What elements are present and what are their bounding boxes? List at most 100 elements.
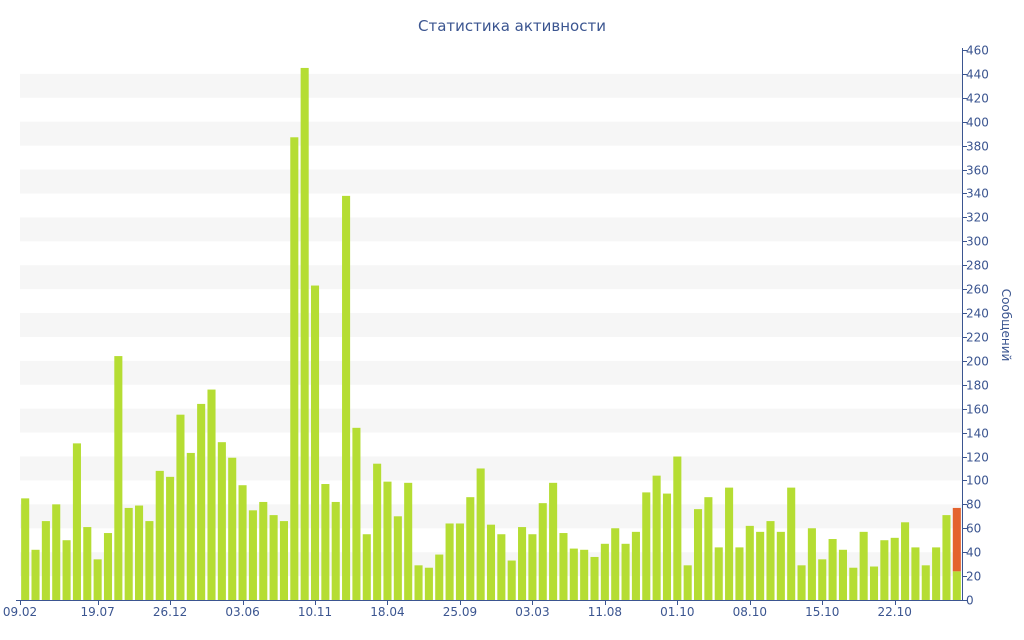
bar bbox=[911, 547, 920, 600]
bar bbox=[838, 549, 847, 600]
y-tick-label: 380 bbox=[966, 140, 989, 154]
bar bbox=[880, 540, 889, 600]
grid-band bbox=[20, 408, 962, 433]
grid-band bbox=[20, 169, 962, 194]
bar bbox=[766, 521, 775, 600]
x-tick-label: 03.03 bbox=[515, 605, 549, 619]
y-tick-label: 320 bbox=[966, 211, 989, 225]
grid-band bbox=[20, 360, 962, 385]
y-tick-label: 300 bbox=[966, 235, 989, 249]
bar bbox=[631, 531, 640, 600]
bar bbox=[435, 554, 444, 600]
y-tick-label: 100 bbox=[966, 474, 989, 488]
y-tick-label: 120 bbox=[966, 451, 989, 465]
bar bbox=[31, 549, 40, 600]
bar bbox=[103, 533, 113, 600]
bar bbox=[518, 527, 527, 600]
bar bbox=[466, 497, 475, 600]
bar bbox=[528, 534, 537, 600]
x-tick-label: 26.12 bbox=[153, 605, 187, 619]
bar bbox=[383, 481, 392, 600]
y-tick-label: 20 bbox=[966, 570, 981, 584]
bar bbox=[373, 463, 382, 600]
bar bbox=[197, 403, 206, 600]
grid-band bbox=[20, 73, 962, 98]
bar bbox=[683, 565, 692, 600]
bar bbox=[890, 537, 899, 600]
x-tick-label: 15.10 bbox=[805, 605, 839, 619]
bar bbox=[725, 487, 734, 600]
bar bbox=[642, 492, 651, 600]
bar bbox=[662, 493, 672, 600]
bar bbox=[41, 521, 50, 600]
bars-group bbox=[21, 67, 961, 601]
bar-highlight bbox=[952, 507, 961, 572]
bar bbox=[952, 571, 961, 600]
y-tick-label: 80 bbox=[966, 498, 981, 512]
bar bbox=[186, 452, 195, 600]
y-tick-label: 340 bbox=[966, 187, 989, 201]
bar bbox=[569, 548, 578, 600]
bar bbox=[590, 556, 599, 600]
bar bbox=[279, 521, 289, 600]
bar bbox=[331, 501, 340, 600]
bar bbox=[455, 523, 464, 600]
bar bbox=[228, 457, 237, 600]
y-tick-label: 260 bbox=[966, 283, 989, 297]
bar bbox=[486, 524, 496, 600]
bar bbox=[321, 484, 330, 600]
x-tick-label: 10.11 bbox=[298, 605, 332, 619]
bar bbox=[932, 547, 941, 600]
bar bbox=[621, 543, 630, 600]
bar bbox=[300, 67, 309, 600]
y-tick-label: 220 bbox=[966, 331, 989, 345]
x-ticks: 09.02 19.07 26.12 03.06 10.11 18.04 25.09 03.03… bbox=[3, 600, 912, 619]
bar bbox=[83, 527, 92, 600]
bar bbox=[135, 505, 144, 600]
y-tick-label: 40 bbox=[966, 546, 981, 560]
bar bbox=[549, 482, 558, 600]
bar bbox=[714, 547, 723, 600]
bar bbox=[787, 487, 796, 600]
x-tick-label: 22.10 bbox=[878, 605, 912, 619]
bar bbox=[797, 565, 806, 600]
bar bbox=[497, 534, 506, 600]
bar bbox=[342, 195, 351, 600]
bar bbox=[828, 539, 837, 600]
bar bbox=[248, 510, 257, 600]
bar bbox=[704, 497, 713, 600]
bar bbox=[942, 515, 951, 600]
bar bbox=[538, 503, 547, 600]
y-tick-label: 420 bbox=[966, 92, 989, 106]
bar bbox=[352, 427, 361, 600]
bar bbox=[807, 528, 816, 600]
x-tick-label: 09.02 bbox=[3, 605, 37, 619]
bar bbox=[21, 498, 30, 600]
x-tick-label: 01.10 bbox=[660, 605, 694, 619]
grid-band bbox=[20, 265, 962, 290]
bar bbox=[72, 443, 81, 600]
bar bbox=[155, 470, 164, 600]
bar bbox=[580, 549, 589, 600]
grid-band bbox=[20, 217, 962, 242]
bar bbox=[362, 534, 371, 600]
bar bbox=[776, 531, 785, 600]
bar bbox=[114, 356, 123, 600]
x-tick-label: 25.09 bbox=[443, 605, 477, 619]
y-tick-label: 140 bbox=[966, 427, 989, 441]
x-tick-label: 11.08 bbox=[588, 605, 622, 619]
bar bbox=[145, 521, 154, 600]
grid-bands bbox=[20, 73, 962, 577]
y-tick-label: 360 bbox=[966, 164, 989, 178]
grid-band bbox=[20, 313, 962, 337]
x-tick-label: 03.06 bbox=[225, 605, 259, 619]
bar bbox=[93, 559, 102, 600]
bar bbox=[124, 507, 133, 600]
y-tick-label: 200 bbox=[966, 355, 989, 369]
y-ticks: 0 20 40 60 80 100 120 140 160 180 200 220 240 260 280 3… bbox=[962, 44, 989, 608]
bar bbox=[259, 501, 268, 600]
bar bbox=[310, 285, 320, 600]
bar bbox=[559, 533, 568, 600]
